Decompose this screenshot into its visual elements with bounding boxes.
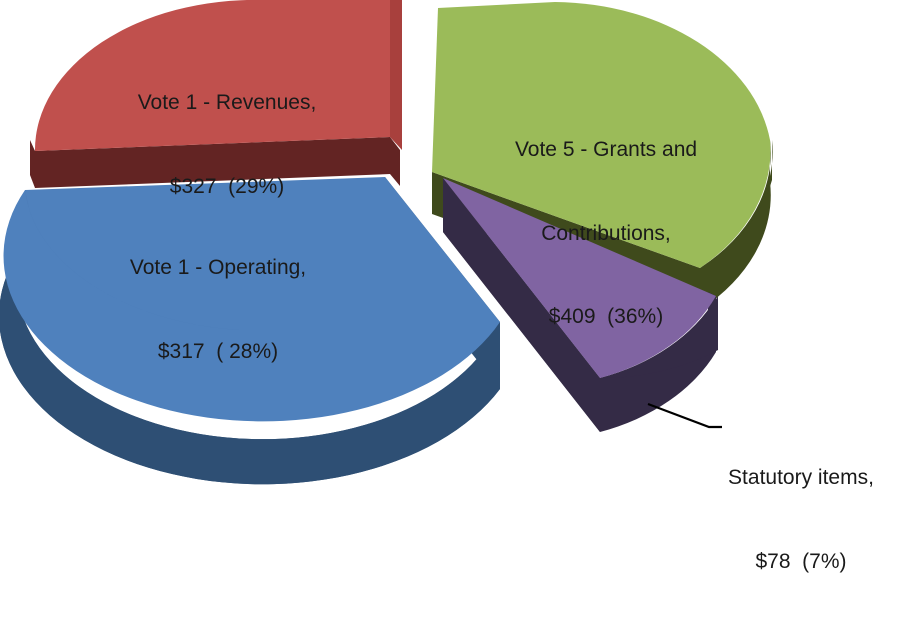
- pie-slice-statutory-right-wall: [708, 292, 716, 352]
- pie-chart-graphic: [0, 0, 773, 485]
- pie-slice-revenues-right-edge: [390, 0, 402, 150]
- pie-slice-revenues-top: [34, 0, 390, 151]
- pie-slice-statutory-top: [443, 178, 716, 378]
- label-statutory: Statutory items, $78 (7%): [711, 409, 891, 631]
- pie-chart-container: Vote 1 - Revenues, $327 (29%) Vote 1 - O…: [0, 0, 874, 573]
- statutory-leader-line: [647, 402, 722, 429]
- pie-slice-operating-side-arc: [0, 243, 500, 485]
- pie-slice-operating[interactable]: [0, 177, 501, 485]
- pie-slice-statutory[interactable]: [443, 178, 718, 432]
- label-statutory-line1: Statutory items,: [728, 466, 874, 490]
- pie-slice-grants-top: [432, 2, 771, 268]
- pie-slice-revenues-side: [35, 137, 400, 188]
- label-statutory-line2: $78 (7%): [755, 549, 847, 573]
- pie-slice-statutory-side-arc: [600, 296, 718, 379]
- pie-slice-operating-top: [3, 177, 501, 422]
- leader-line-path: [647, 402, 722, 429]
- pie-slice-statutory-left-wall2: [443, 178, 600, 432]
- pie-slice-grants-side: [700, 140, 771, 310]
- pie-slice-revenues[interactable]: [30, 0, 402, 188]
- pie-slice-revenues-side-left: [30, 140, 35, 188]
